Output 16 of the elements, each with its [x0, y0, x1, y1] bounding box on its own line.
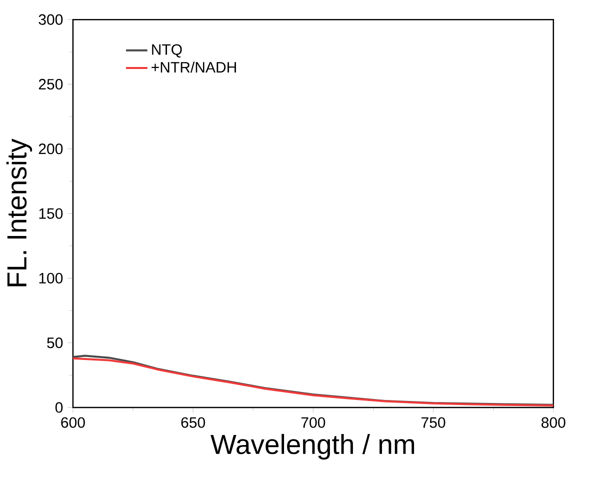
- legend-label: +NTR/NADH: [152, 62, 236, 73]
- x-axis-title: Wavelength / nm: [210, 434, 414, 460]
- x-tick-label: 700: [301, 417, 326, 428]
- y-tick-label: 0: [55, 402, 63, 413]
- x-tick-label: 600: [61, 417, 85, 428]
- y-tick-label: 150: [39, 208, 63, 219]
- y-tick-label: 100: [39, 272, 63, 284]
- y-tick-label: 50: [47, 338, 63, 348]
- y-axis-title: FL. Intensity: [6, 138, 32, 286]
- x-tick-label: 800: [542, 417, 566, 428]
- x-tick-label: 650: [181, 417, 206, 428]
- legend-label: NTQ: [152, 44, 182, 58]
- y-tick-label: 200: [38, 144, 63, 154]
- x-tick-label: 750: [422, 417, 446, 428]
- y-tick-label: 250: [38, 78, 63, 90]
- y-tick-label: 300: [38, 14, 63, 25]
